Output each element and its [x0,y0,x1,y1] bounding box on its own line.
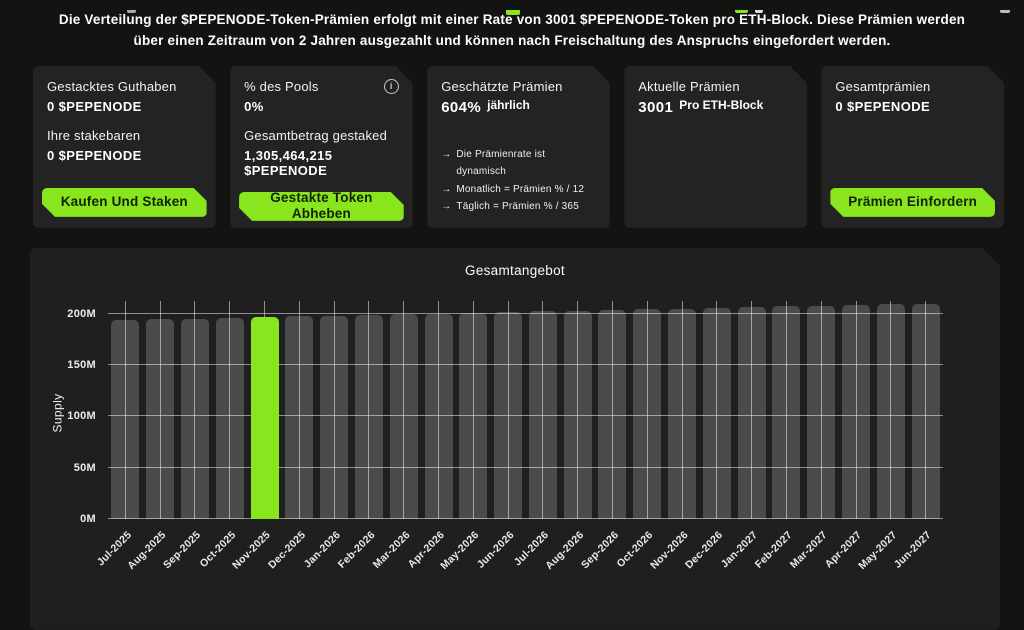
vertical-gridline [194,301,195,519]
heading-fragment [127,10,136,13]
total-rewards-label: Gesamtprämien [835,78,931,94]
estimated-rewards-value: 604% [441,98,482,116]
staked-balance-value: 0 $PEPENODE [47,98,142,114]
vertical-gridline [229,301,230,519]
card-pool-share: % des Pools i 0% Gesamtbetrag gestaked 1… [230,66,413,228]
vertical-gridline [508,301,509,519]
heading-fragment [735,10,748,13]
x-axis-tick-label: Sep-2026 [578,528,621,572]
reward-note-text: Monatlich = Prämien % / 12 [456,183,585,195]
horizontal-gridline [108,518,943,519]
y-axis-tick-label: 200M [67,307,96,320]
vertical-gridline [368,301,369,519]
stakeable-label: Ihre stakebaren [47,127,141,143]
pool-share-value: 0% [244,98,264,114]
total-supply-chart-panel: Gesamtangebot Supply 0M 50M 100M 150M 200M Ju… [30,248,1000,630]
vertical-gridline [821,301,822,519]
intro-segment: -Token pro ETH-Block. Diese Prämien werd… [133,12,966,48]
vertical-gridline [299,301,300,519]
horizontal-gridline [108,415,943,416]
withdraw-staked-tokens-button[interactable]: Gestakte Token Abheben [239,192,404,221]
staking-dashboard: { "colors": { "accent": "#89E51D", "page… [0,10,1024,590]
x-axis-tick-label: Nov-2026 [647,528,691,572]
current-rewards-label: Aktuelle Prämien [638,78,740,94]
vertical-gridline [160,301,161,519]
total-rewards-value: 0 $PEPENODE [835,98,931,114]
y-axis-tick-label: 100M [67,410,96,423]
y-axis-tick-label: 0M [80,512,96,525]
bar-chart-plot-area: 0M 50M 100M 150M 200M Jul-2025 Aug-2025 Sep-202… [108,301,943,519]
reward-note: → Die Prämienrate ist dynamisch [441,146,596,181]
vertical-gridline [647,301,648,519]
vertical-gridline [125,301,126,519]
token-name: $PEPENODE [580,12,665,27]
x-axis-tick-label: Sep-2025 [161,528,204,572]
reward-notes: → Die Prämienrate ist dynamisch → Monatlich… [441,146,596,216]
vertical-gridline [612,301,613,519]
horizontal-gridline [108,467,943,468]
intro-segment: -Token-Prämien erfolgt mit einer Rate vo… [265,12,581,27]
claim-rewards-button[interactable]: Prämien Einfordern [830,188,995,217]
vertical-gridline [751,301,752,519]
current-rewards-value: 3001 [638,98,674,116]
vertical-gridline [786,301,787,519]
vertical-gridline [716,301,717,519]
stats-card-row: Gestacktes Guthaben 0 $PEPENODE Ihre sta… [33,66,1004,228]
horizontal-gridline [108,364,943,365]
y-axis-tick-label: 150M [67,359,96,372]
heading-fragment [506,10,520,15]
card-total-rewards: Gesamtprämien 0 $PEPENODE Prämien Einfor… [821,66,1004,228]
card-current-rewards: Aktuelle Prämien 3001 Pro ETH-Block [624,66,807,228]
buy-and-stake-button[interactable]: Kaufen Und Staken [42,188,207,217]
heading-fragment [1000,10,1010,13]
x-axis-tick-label: Mar-2026 [370,528,413,571]
reward-note: → Täglich = Prämien % / 365 [441,198,596,216]
total-staked-value: 1,305,464,215 $PEPENODE [244,147,333,178]
vertical-gridline [403,301,404,519]
x-axis-tick-label: Jan-2026 [301,528,343,571]
vertical-gridline [890,301,891,519]
y-axis-tick-label: 50M [73,461,96,474]
intro-segment: Die Verteilung der [58,12,182,27]
arrow-icon: → [441,148,452,160]
token-name: $PEPENODE [181,12,266,27]
arrow-icon: → [441,201,452,213]
reward-note-text: Täglich = Prämien % / 365 [456,201,579,213]
vertical-gridline [856,301,857,519]
staked-balance-label: Gestacktes Guthaben [47,78,177,94]
card-estimated-rewards: Geschätzte Prämien 604% jährlich → Die Pr… [427,66,610,228]
reward-note: → Monatlich = Prämien % / 12 [441,181,596,199]
stakeable-value: 0 $PEPENODE [47,147,142,163]
horizontal-gridline [108,313,943,314]
x-axis-tick-label: Jun-2027 [892,528,935,571]
vertical-gridline [682,301,683,519]
chart-title: Gesamtangebot [465,262,565,278]
reward-note-text: Die Prämienrate ist dynamisch [456,148,546,178]
intro-text: Die Verteilung der $PEPENODE-Token-Prämi… [57,10,967,52]
vertical-gridline [577,301,578,519]
x-axis-tick-label: Jun-2026 [474,528,517,571]
supply-bar-Nov-2025[interactable] [251,317,279,519]
info-icon[interactable]: i [384,79,399,94]
vertical-gridline [334,301,335,519]
heading-fragment [755,10,763,13]
estimated-rewards-label: Geschätzte Prämien [441,78,563,94]
estimated-rewards-period: jährlich [487,97,530,112]
total-staked-label: Gesamtbetrag gestaked [244,127,388,143]
x-axis-tick-label: Mar-2027 [787,528,830,571]
pool-share-label: % des Pools [244,78,319,94]
x-axis-tick-label: Feb-2026 [335,528,378,571]
vertical-gridline [542,301,543,519]
vertical-gridline [438,301,439,519]
x-axis-tick-label: Dec-2025 [265,528,308,572]
arrow-icon: → [441,183,452,195]
card-staked-balance: Gestacktes Guthaben 0 $PEPENODE Ihre sta… [33,66,216,228]
current-rewards-unit: Pro ETH-Block [679,97,764,112]
vertical-gridline [925,301,926,519]
vertical-gridline [473,301,474,519]
x-axis-tick-label: Feb-2027 [753,528,795,571]
